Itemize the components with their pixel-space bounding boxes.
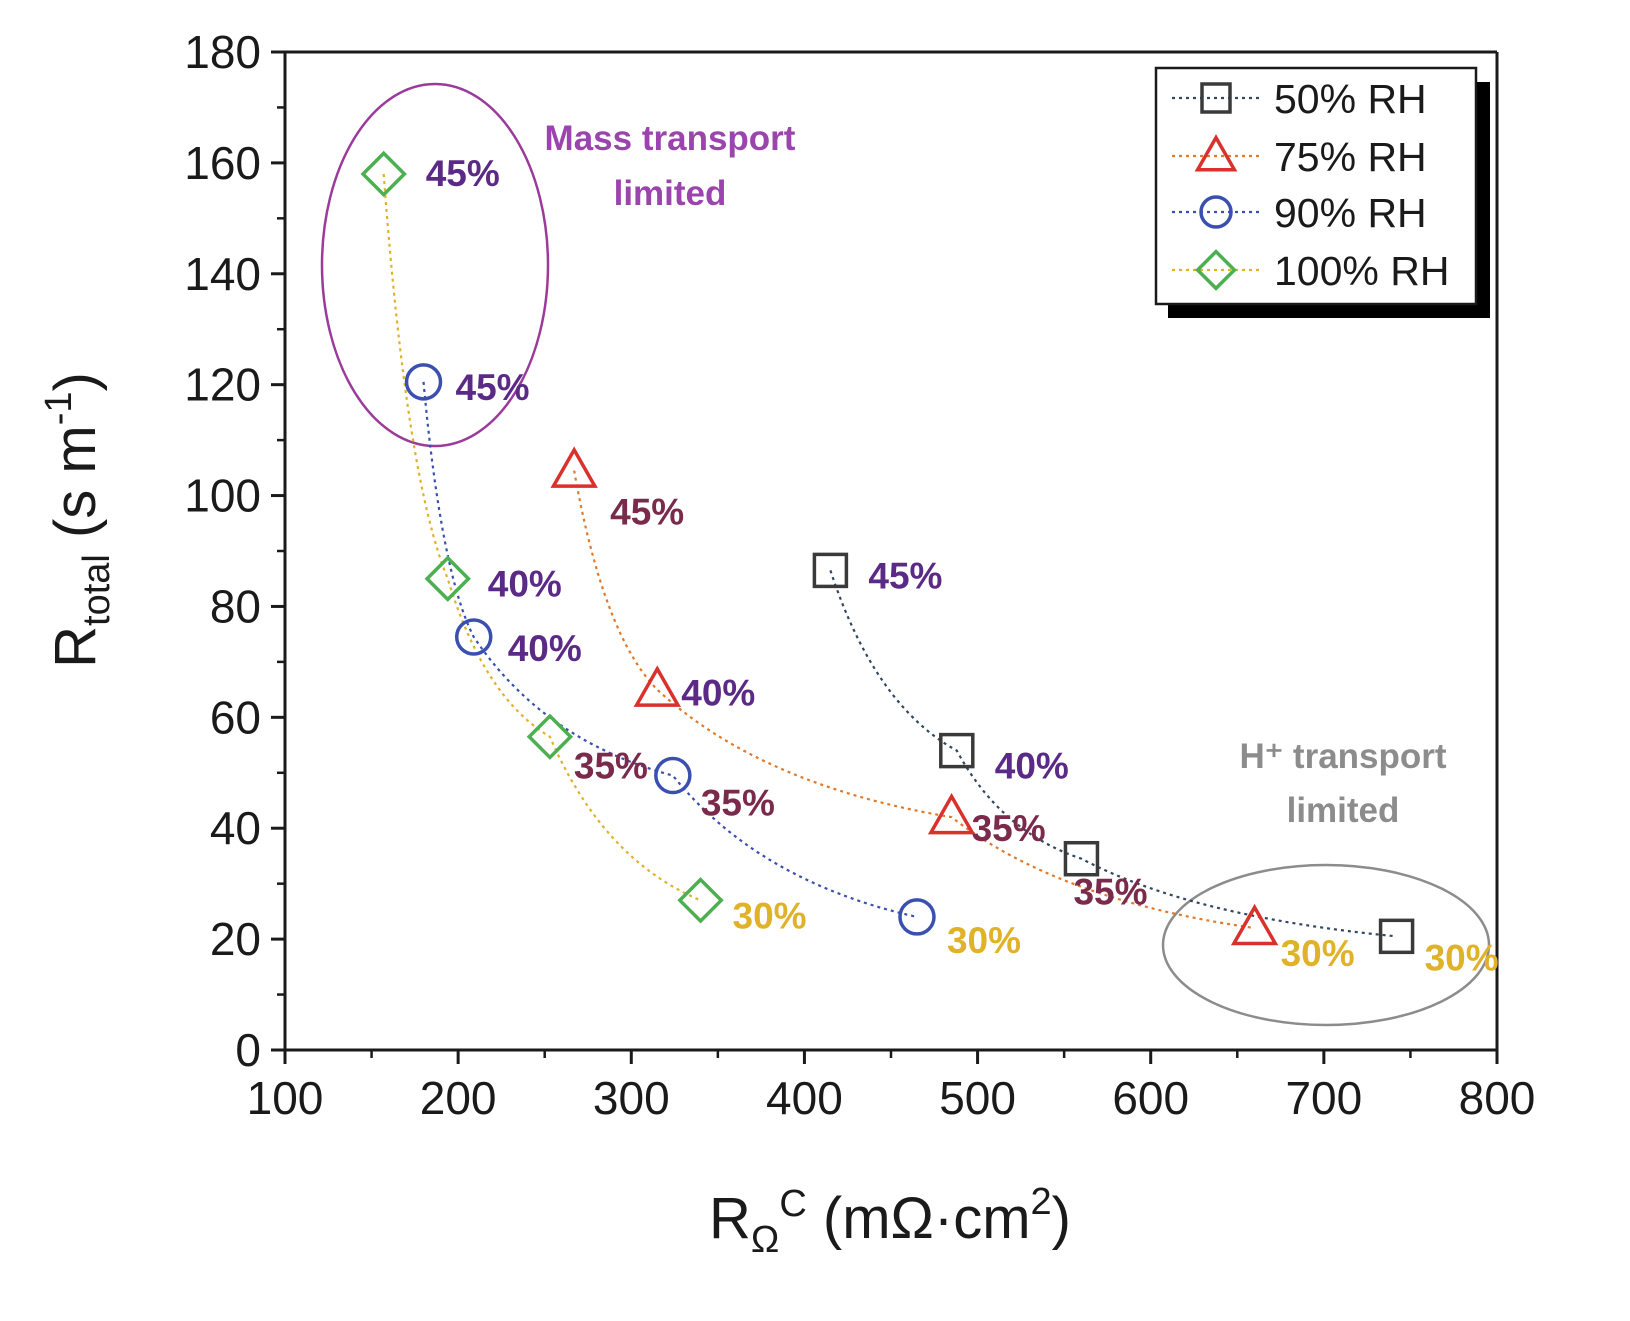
series-line	[422, 381, 918, 919]
y-tick-label: 140	[184, 248, 261, 300]
point-label: 30%	[733, 895, 807, 936]
x-axis-title: RΩC (mΩ·cm2)	[709, 1181, 1071, 1261]
point-label: 30%	[1281, 933, 1355, 974]
annotation-ellipses	[320, 82, 1491, 1027]
y-tick-label: 60	[210, 691, 261, 743]
legend-marker	[1200, 82, 1232, 114]
mass-transport-ellipse	[320, 82, 550, 448]
axis-title-part: R	[709, 1186, 751, 1251]
legend-marker	[1195, 249, 1237, 291]
annotations: Mass transport limited H⁺ transport limited	[545, 119, 1447, 830]
data-point	[633, 665, 681, 707]
data-point	[898, 898, 936, 936]
y-tick-label: 160	[184, 137, 261, 189]
axis-title-part: C	[779, 1183, 806, 1225]
data-point	[360, 150, 407, 198]
point-label: 30%	[947, 920, 1021, 961]
series-line	[829, 570, 1397, 938]
axis-title-part: 2	[1031, 1181, 1052, 1223]
x-tick-label: 200	[420, 1072, 497, 1124]
legend-label: 75% RH	[1274, 134, 1427, 180]
data-point	[1378, 918, 1415, 955]
point-label: 30%	[1425, 937, 1499, 978]
data-point	[1230, 903, 1279, 946]
data-point	[424, 555, 471, 602]
point-label: 45%	[868, 555, 942, 596]
point-label: 35%	[574, 746, 648, 787]
axis-title-part: )	[1052, 1186, 1071, 1251]
x-tick-label: 800	[1459, 1072, 1536, 1124]
data-point	[939, 732, 975, 769]
y-tick-label: 20	[210, 913, 261, 965]
h-transport-ellipse	[1161, 863, 1491, 1027]
axis-ticks: 100 200 300 400 500 600 700 800 0 20 40 60 80 100 120 1…	[184, 26, 1535, 1124]
axis-title-part: (mΩ·cm	[807, 1186, 1031, 1251]
legend-label: 100% RH	[1274, 248, 1449, 294]
point-label: 35%	[1073, 872, 1147, 913]
point-label: 40%	[488, 564, 562, 605]
axis-title-part: )	[43, 372, 108, 391]
data-point	[812, 552, 849, 589]
annotation-text: limited	[1287, 791, 1400, 830]
series-line	[573, 470, 1255, 930]
data-points	[360, 150, 1415, 955]
annotation-text: limited	[614, 174, 727, 213]
y-tick-label: 40	[210, 802, 261, 854]
point-label: 40%	[508, 628, 582, 669]
x-tick-label: 100	[247, 1072, 324, 1124]
point-label: 45%	[610, 492, 684, 533]
legend-label: 90% RH	[1274, 190, 1427, 236]
data-point	[927, 792, 976, 835]
point-labels: 45% 40% 35% 30% 45% 40% 35% 30% 45% 40% 35% 30% 45% 4…	[426, 153, 1499, 978]
y-tick-label: 0	[235, 1024, 261, 1076]
axis-title-part: R	[43, 626, 108, 668]
x-tick-label: 300	[593, 1072, 670, 1124]
point-label: 45%	[456, 367, 530, 408]
data-point	[526, 713, 574, 760]
y-tick-label: 180	[184, 26, 261, 78]
y-tick-label: 100	[184, 470, 261, 522]
annotation-text: Mass transport	[545, 119, 796, 158]
legend-box	[1154, 66, 1478, 306]
data-point	[1063, 840, 1100, 877]
point-label: 45%	[426, 153, 500, 194]
legend-label: 50% RH	[1274, 76, 1427, 122]
legend-marker	[1194, 134, 1238, 172]
x-tick-label: 700	[1285, 1072, 1362, 1124]
series-line	[382, 173, 701, 902]
x-tick-label: 400	[766, 1072, 843, 1124]
point-label: 35%	[701, 783, 775, 824]
point-label: 40%	[681, 673, 755, 714]
data-point	[654, 756, 692, 795]
axis-title-part: -1	[38, 391, 80, 425]
y-tick-label: 80	[210, 580, 261, 632]
legend: 50% RH 75% RH 90% RH 100% RH	[1154, 66, 1490, 318]
axis-titles: RΩC (mΩ·cm2)Rtotal (s m-1)	[38, 372, 1071, 1261]
data-point	[550, 446, 598, 488]
annotation-text: H⁺ transport	[1239, 737, 1446, 776]
legend-marker	[1199, 195, 1233, 229]
x-tick-label: 600	[1112, 1072, 1189, 1124]
series-lines	[382, 173, 1397, 938]
data-point	[404, 363, 443, 401]
axis-title-part: (s m	[43, 425, 108, 554]
data-point	[677, 877, 724, 924]
axis-title-part: Ω	[751, 1219, 779, 1261]
y-tick-label: 120	[184, 359, 261, 411]
point-label: 40%	[995, 746, 1069, 787]
point-label: 35%	[972, 808, 1046, 849]
x-tick-label: 500	[939, 1072, 1016, 1124]
y-axis-title: Rtotal (s m-1)	[38, 372, 118, 668]
axis-title-part: total	[76, 554, 118, 626]
data-point	[454, 618, 493, 656]
